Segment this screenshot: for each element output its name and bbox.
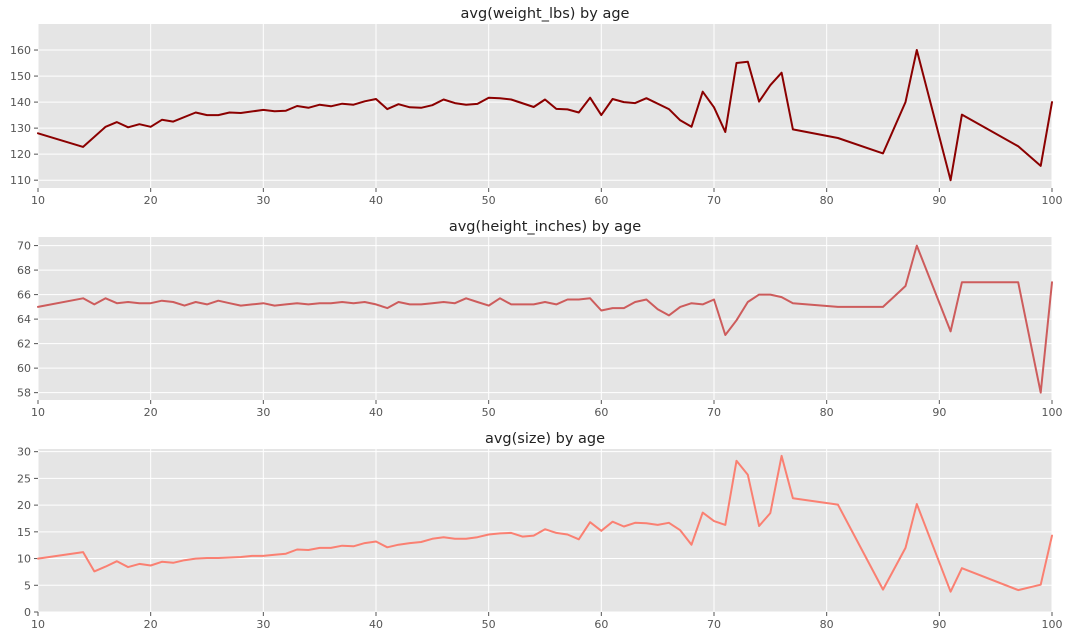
y-tick-label: 15	[17, 526, 31, 539]
x-tick-label: 50	[482, 406, 496, 419]
x-tick-label: 20	[144, 406, 158, 419]
y-tick-label: 58	[17, 387, 31, 400]
y-tick-label: 10	[17, 553, 31, 566]
y-tick-label: 0	[24, 606, 31, 619]
series-line	[37, 49, 1053, 182]
x-tick-label: 30	[256, 406, 270, 419]
y-tick-label: 5	[24, 579, 31, 592]
subplot-size: avg(size) by age 10 20 30 40 50 60 70 80 90 100 0 5…	[17, 431, 1063, 631]
y-tick-label: 20	[17, 499, 31, 512]
y-tick-label: 68	[17, 264, 31, 277]
x-tick-label: 100	[1042, 194, 1063, 207]
x-tick-label: 90	[932, 618, 946, 631]
series-line	[37, 244, 1053, 394]
x-tick-label: 30	[256, 618, 270, 631]
y-tick-label: 120	[10, 148, 31, 161]
y-tick-label: 150	[10, 70, 31, 83]
x-tick-label: 10	[31, 618, 45, 631]
subplot-height: avg(height_inches) by age 10 20 30 40 50 60 70…	[17, 219, 1063, 419]
x-tick-label: 40	[369, 406, 383, 419]
x-tick-label: 100	[1042, 618, 1063, 631]
x-tick-label: 30	[256, 194, 270, 207]
x-tick-label: 70	[707, 406, 721, 419]
y-tick-label: 60	[17, 362, 31, 375]
plot-area	[38, 237, 1052, 400]
x-tick-label: 70	[707, 194, 721, 207]
y-tick-label: 130	[10, 122, 31, 135]
y-tick-label: 30	[17, 446, 31, 459]
series-line	[37, 454, 1053, 593]
x-tick-label: 80	[820, 406, 834, 419]
x-tick-label: 20	[144, 618, 158, 631]
y-tick-label: 70	[17, 240, 31, 253]
subplot-weight: avg(weight_lbs) by age 10 20 30 40 50 60 70 80 9…	[10, 6, 1063, 207]
x-tick-label: 70	[707, 618, 721, 631]
x-tick-label: 20	[144, 194, 158, 207]
y-tick-label: 62	[17, 338, 31, 351]
y-tick-label: 64	[17, 313, 31, 326]
x-tick-label: 80	[820, 618, 834, 631]
y-tick-label: 160	[10, 44, 31, 57]
chart-title: avg(size) by age	[485, 431, 605, 447]
x-tick-label: 100	[1042, 406, 1063, 419]
chart-title: avg(weight_lbs) by age	[461, 6, 630, 22]
x-tick-label: 90	[932, 194, 946, 207]
plot-area	[38, 24, 1052, 188]
x-tick-label: 60	[594, 194, 608, 207]
x-tick-label: 10	[31, 194, 45, 207]
x-tick-label: 90	[932, 406, 946, 419]
x-tick-label: 10	[31, 406, 45, 419]
x-tick-label: 80	[820, 194, 834, 207]
y-tick-label: 110	[10, 174, 31, 187]
plot-area	[38, 449, 1052, 612]
x-tick-label: 60	[594, 406, 608, 419]
y-tick-label: 66	[17, 289, 31, 302]
x-tick-label: 40	[369, 618, 383, 631]
x-tick-label: 50	[482, 618, 496, 631]
y-tick-label: 25	[17, 472, 31, 485]
x-tick-label: 50	[482, 194, 496, 207]
x-tick-label: 40	[369, 194, 383, 207]
x-tick-label: 60	[594, 618, 608, 631]
chart-title: avg(height_inches) by age	[449, 219, 641, 235]
y-tick-label: 140	[10, 96, 31, 109]
